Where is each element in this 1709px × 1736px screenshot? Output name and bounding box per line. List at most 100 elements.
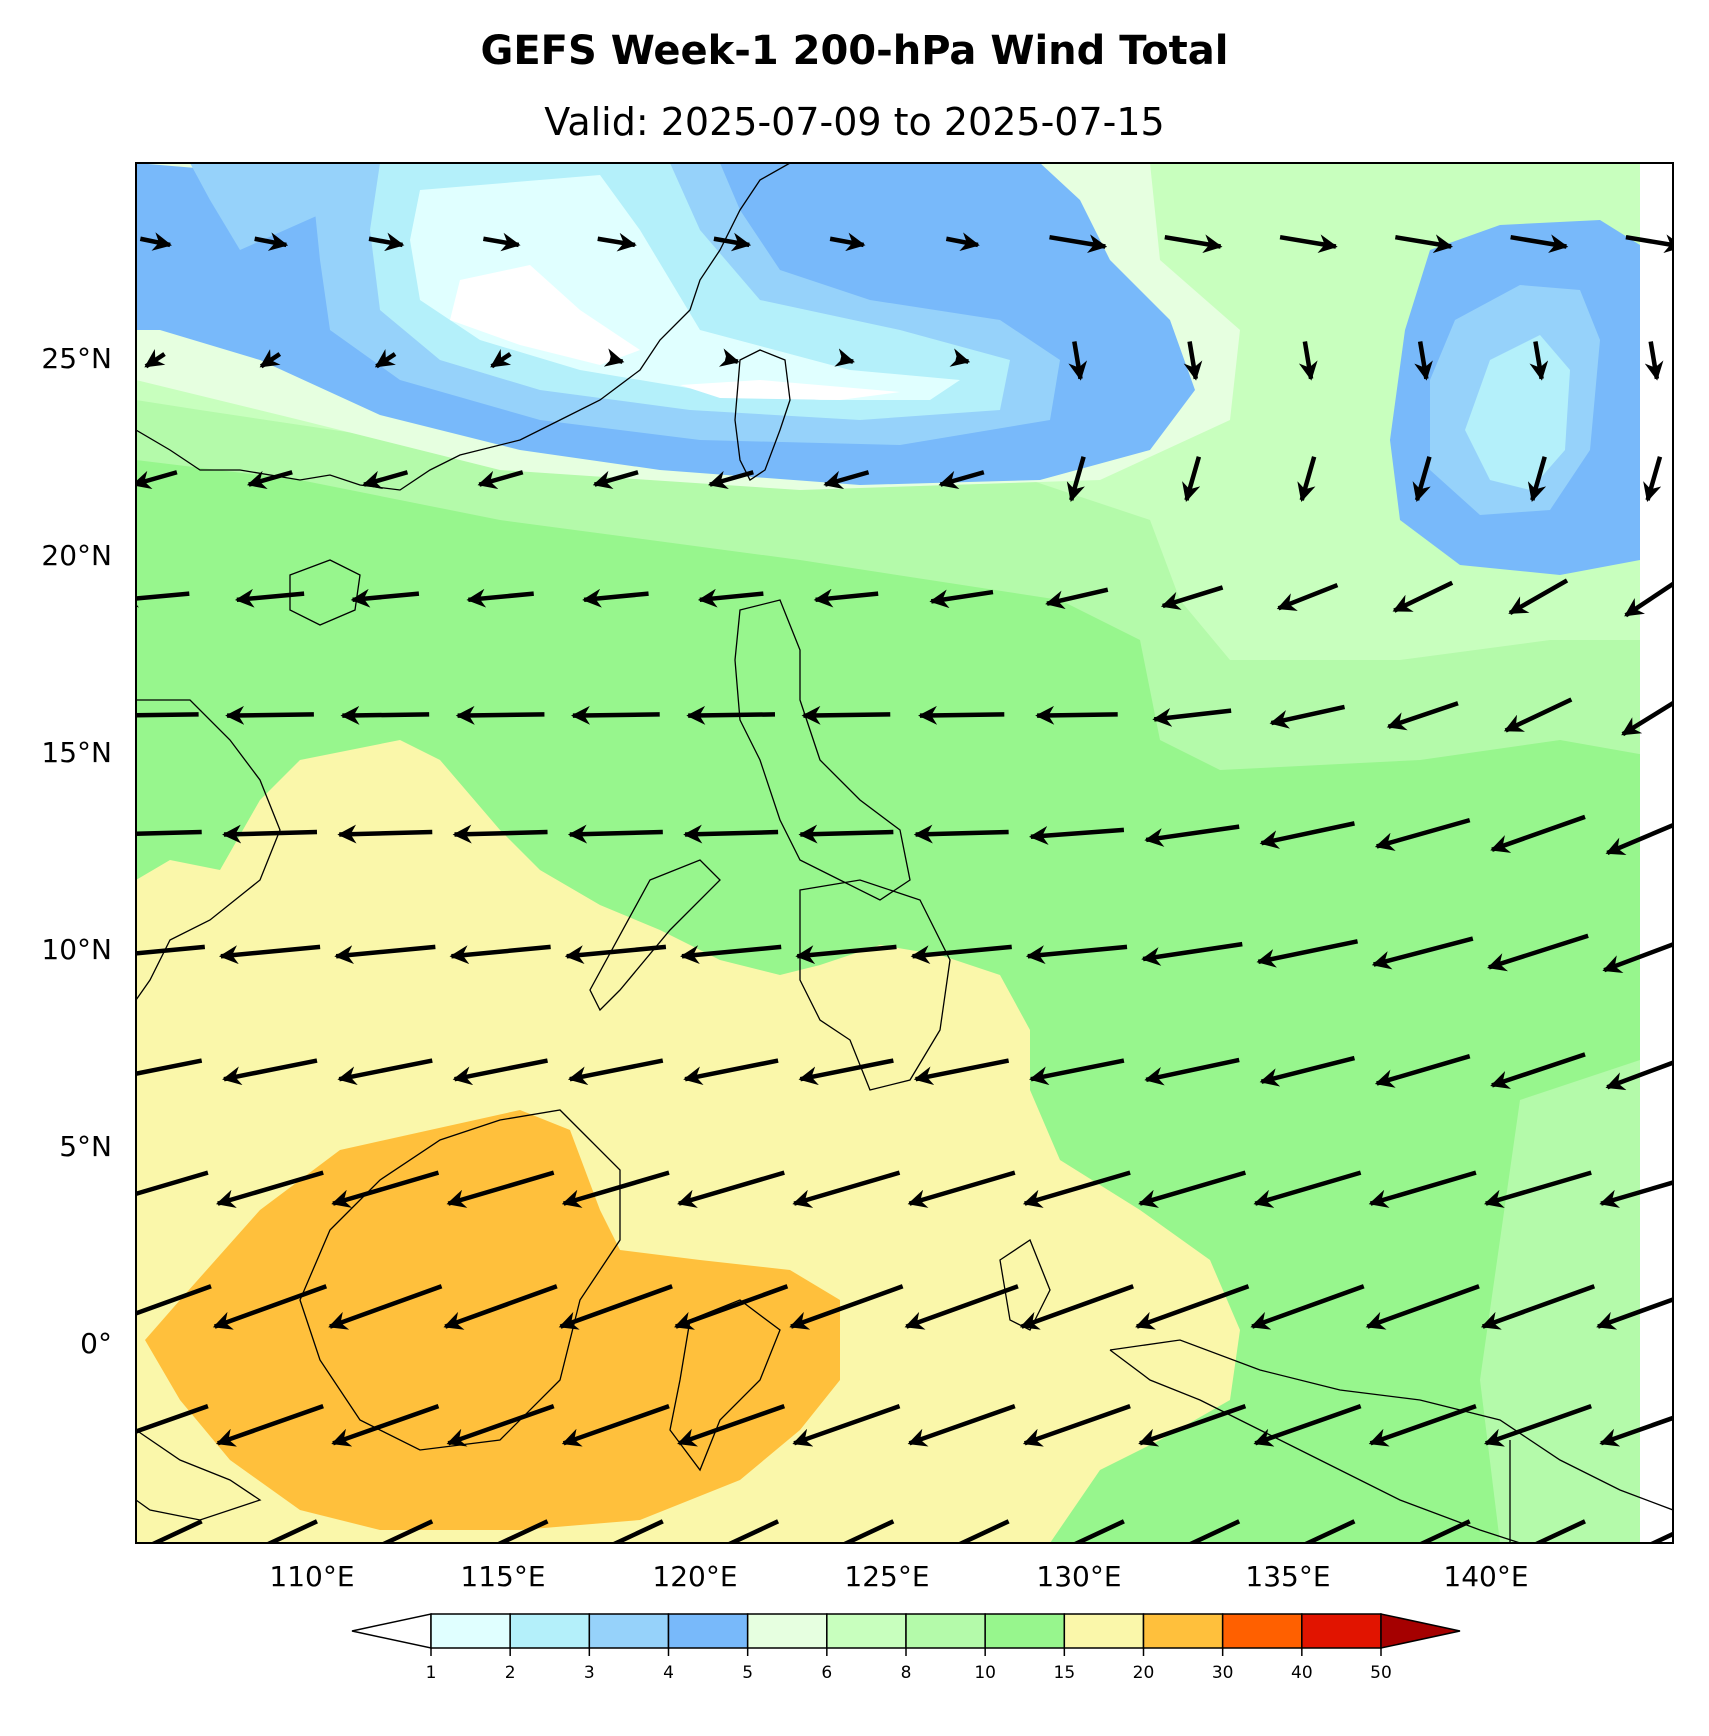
wind-vector (1417, 1519, 1471, 1543)
wind-vector (904, 1284, 1019, 1330)
wind-vector (362, 470, 409, 490)
wind-vector (592, 470, 639, 490)
borneo-outline (299, 1109, 621, 1451)
wind-vector (1279, 234, 1338, 254)
x-tick-label: 130°E (1036, 1560, 1121, 1593)
wind-vector (466, 588, 534, 608)
wind-vector (571, 705, 660, 725)
wind-speed-field (136, 163, 1673, 1543)
wind-vector (1164, 234, 1223, 254)
y-tick-label: 15°N (41, 736, 112, 769)
wind-vector (907, 1403, 1016, 1447)
wind-vector (1392, 580, 1454, 613)
wind-vector (136, 1058, 203, 1076)
wind-vector (1599, 1180, 1673, 1208)
wind-vector (610, 1519, 664, 1543)
wind-vector (1022, 1170, 1131, 1208)
wind-vector (1152, 708, 1232, 727)
wind-vector (1490, 1052, 1586, 1089)
colorbar-cell (1221, 1613, 1303, 1649)
colorbar-label: 2 (505, 1663, 516, 1683)
wind-vector (929, 589, 994, 609)
wind-vector (683, 1058, 779, 1086)
x-tick-label: 140°E (1443, 1560, 1528, 1593)
colorbar-label: 40 (1291, 1663, 1313, 1683)
hainan-outline (289, 559, 361, 626)
wind-vector (1045, 587, 1109, 610)
wind-vector (1483, 1170, 1592, 1208)
wind-vector (1508, 578, 1569, 615)
wind-vector (136, 1403, 209, 1434)
colorbar-label: 50 (1370, 1663, 1392, 1683)
wind-vector (225, 705, 314, 725)
field-edge (1640, 163, 1673, 1543)
wind-vector (1605, 822, 1673, 856)
wind-vector (1414, 341, 1433, 381)
wind-vector (1374, 1054, 1471, 1088)
wind-vector (913, 824, 1009, 844)
wind-vector (561, 1170, 670, 1208)
wind-vector (449, 944, 551, 965)
wind-vector (1484, 1403, 1592, 1447)
wind-vector (1138, 1403, 1247, 1447)
colorbar-cell (1142, 1613, 1224, 1649)
wind-vector (1386, 701, 1459, 731)
wind-vector (582, 588, 649, 608)
wind-vector (136, 712, 199, 718)
wind-vector (490, 349, 512, 369)
wind-vector (801, 705, 891, 725)
colorbar-labels: 1 2 3 4 5 6 8 10 15 20 30 40 50 (426, 1648, 1392, 1683)
colorbar-label: 8 (901, 1663, 912, 1683)
wind-vector (259, 349, 282, 369)
wind-vector (567, 1058, 664, 1086)
halmahera-outline (999, 1239, 1051, 1331)
x-tick-label: 120°E (652, 1560, 737, 1593)
x-tick-label: 115°E (460, 1560, 545, 1593)
wind-vector (726, 1519, 780, 1543)
wind-vector (1529, 341, 1549, 381)
colorbar: 1 2 3 4 5 6 8 10 15 20 30 40 50 (351, 1613, 1461, 1683)
wind-vector (139, 232, 172, 251)
wind-vector (1533, 1519, 1586, 1543)
wind-vector (1144, 1057, 1240, 1086)
y-tick-label: 10°N (41, 933, 112, 966)
wind-vector (1527, 456, 1547, 502)
colorbar-under-triangle (351, 1613, 432, 1649)
wind-vector (829, 232, 866, 252)
wind-vector (1298, 341, 1318, 381)
wind-vector (337, 1058, 433, 1086)
wind-vector (1138, 1170, 1247, 1208)
x-tick-label: 135°E (1245, 1560, 1330, 1593)
y-tick-label: 5°N (59, 1130, 112, 1163)
wind-vector (1368, 1403, 1477, 1447)
wind-vector (1035, 705, 1118, 725)
wind-vector (907, 1170, 1016, 1208)
wind-vector (1269, 704, 1346, 729)
wind-vector (1182, 456, 1202, 502)
wind-vector (1480, 1284, 1596, 1330)
wind-vector (956, 1519, 1010, 1543)
wind-vector (149, 1519, 203, 1543)
colorbar-cell (430, 1613, 511, 1649)
wind-vector (1297, 456, 1317, 502)
colorbar-cell (509, 1613, 591, 1649)
colorbar-label: 10 (974, 1663, 996, 1683)
colorbar-cell (667, 1613, 749, 1649)
wind-vector (234, 588, 305, 608)
wind-vector (697, 588, 764, 608)
wind-vector (446, 1170, 555, 1208)
wind-vector (136, 1170, 209, 1197)
map-subtitle: Valid: 2025-07-09 to 2025-07-15 (544, 100, 1165, 144)
wind-vector (1368, 1170, 1477, 1208)
wind-vector (686, 705, 776, 725)
wind-vector (455, 705, 545, 725)
wind-vector (452, 824, 548, 844)
colorbar-label: 30 (1212, 1663, 1234, 1683)
colorbar-cell (984, 1613, 1066, 1649)
wind-vector (331, 1403, 440, 1447)
wind-vector (1187, 1519, 1241, 1543)
wind-vector (1019, 1284, 1134, 1330)
wind-vector (1621, 700, 1673, 737)
wind-vector (215, 1170, 324, 1208)
